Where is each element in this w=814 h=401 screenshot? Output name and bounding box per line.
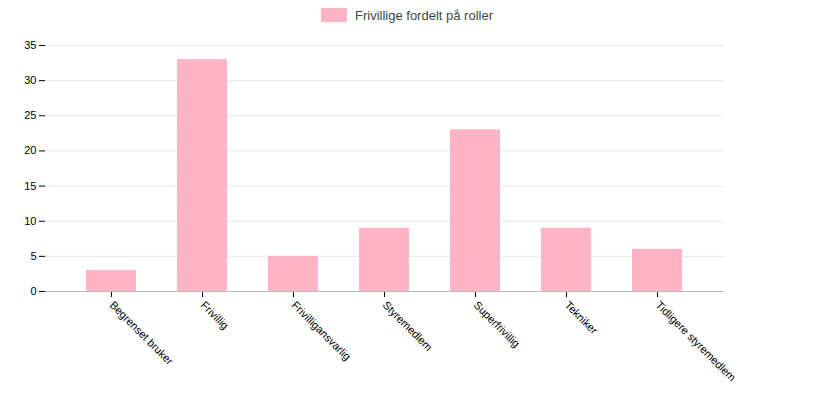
svg-text:Styremedlem: Styremedlem: [381, 299, 435, 353]
svg-text:5: 5: [30, 250, 36, 262]
svg-text:Frivilligansvarlig: Frivilligansvarlig: [290, 299, 354, 363]
svg-text:Frivillig: Frivillig: [199, 299, 232, 332]
svg-text:20: 20: [24, 144, 36, 156]
svg-text:15: 15: [24, 180, 36, 192]
svg-text:Begrenset bruker: Begrenset bruker: [108, 299, 176, 367]
html-text:Frivillige fordelt på roller: Frivillige fordelt på roller: [355, 7, 493, 23]
svg-text:30: 30: [24, 74, 36, 86]
svg-text:0: 0: [30, 285, 36, 297]
svg-text:25: 25: [24, 109, 36, 121]
svg-text:Tidligere styremedlem: Tidligere styremedlem: [654, 299, 739, 384]
svg-text:Superfrivillig: Superfrivillig: [472, 299, 523, 350]
svg-text:10: 10: [24, 215, 36, 227]
svg-text:35: 35: [24, 39, 36, 51]
svg-text:Tekniker: Tekniker: [563, 299, 601, 337]
